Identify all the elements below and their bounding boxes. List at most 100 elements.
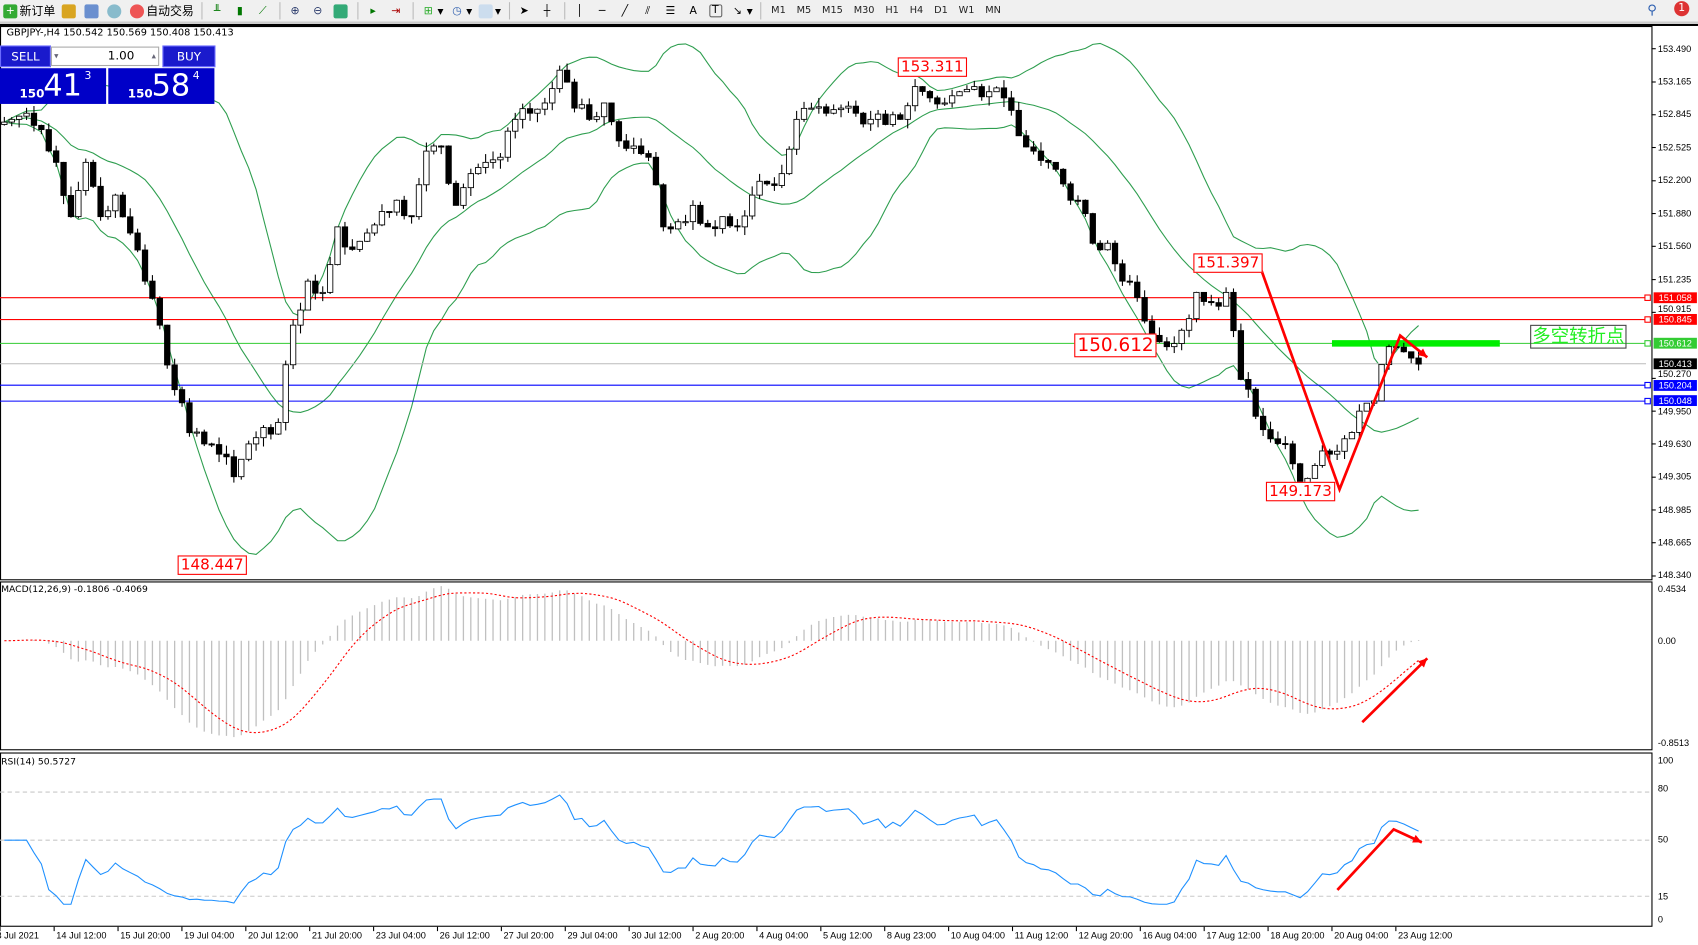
timeframe-m15[interactable]: M15 bbox=[822, 5, 843, 17]
candle-chart-button[interactable]: ▮ bbox=[230, 1, 253, 20]
bull-candle bbox=[1319, 450, 1326, 466]
bear-candle bbox=[215, 444, 223, 455]
timeframe-mn[interactable]: MN bbox=[985, 5, 1001, 17]
bear-candle bbox=[1134, 281, 1141, 298]
bear-candle bbox=[53, 150, 60, 163]
bull-candle bbox=[460, 187, 467, 206]
notifications-badge[interactable]: 1 bbox=[1674, 1, 1690, 17]
signals-button[interactable] bbox=[104, 1, 127, 20]
bear-candle bbox=[1074, 199, 1082, 202]
sell-button[interactable]: SELL bbox=[0, 45, 51, 68]
bull-candle bbox=[1178, 329, 1185, 344]
annotation-pivot-150612[interactable]: 150.612 bbox=[1074, 333, 1157, 358]
chart-shift-icon: ⇥ bbox=[391, 4, 401, 17]
line-chart-button[interactable]: ⟋ bbox=[252, 1, 275, 20]
bear-candle bbox=[637, 145, 645, 154]
templates-button[interactable]: ▾ bbox=[475, 1, 504, 20]
trendline-tool[interactable]: ╱ bbox=[615, 1, 638, 20]
price-axis-label: 152.525 bbox=[1657, 141, 1692, 153]
bear-candle bbox=[623, 140, 630, 149]
bull-candle bbox=[1363, 402, 1370, 412]
history-button[interactable] bbox=[81, 1, 104, 20]
text-tool[interactable]: A bbox=[683, 1, 706, 20]
channel-tool[interactable]: ⫽ bbox=[637, 1, 660, 20]
bull-candle bbox=[326, 264, 334, 293]
zoom-out-button[interactable]: ⊖ bbox=[308, 1, 331, 20]
label-tool[interactable]: T bbox=[706, 1, 728, 20]
crosshair-icon: ┼ bbox=[543, 4, 551, 17]
timeframe-m30[interactable]: M30 bbox=[853, 5, 875, 17]
auto-trading-icon bbox=[129, 3, 145, 18]
annotation-low-149173[interactable]: 149.173 bbox=[1265, 481, 1336, 502]
auto-trading-button[interactable]: 自动交易 bbox=[127, 1, 197, 20]
timeframe-bar: M1 M5 M15 M30 H1 H4 D1 W1 MN bbox=[766, 5, 1007, 16]
bull-candle bbox=[956, 91, 963, 97]
new-order-button[interactable]: + 新订单 bbox=[0, 1, 58, 20]
bull-candle bbox=[1348, 432, 1356, 440]
bear-candle bbox=[1000, 87, 1008, 99]
bear-candle bbox=[608, 102, 615, 123]
bull-candle bbox=[8, 118, 15, 123]
timeframe-d1[interactable]: D1 bbox=[934, 5, 948, 17]
sell-price[interactable]: 150 41 3 bbox=[0, 68, 107, 104]
bear-candle bbox=[1052, 161, 1059, 170]
chart-window[interactable] bbox=[0, 23, 1698, 945]
rsi-arrow-head bbox=[1412, 834, 1422, 843]
level-tag-150.845: 150.845 bbox=[1653, 314, 1697, 325]
timeframe-w1[interactable]: W1 bbox=[958, 5, 975, 17]
bear-candle bbox=[667, 226, 674, 230]
auto-trading-label: 自动交易 bbox=[146, 4, 194, 19]
level-tag-151.058: 151.058 bbox=[1653, 292, 1697, 304]
bear-candle bbox=[697, 204, 704, 224]
timeframe-h1[interactable]: H1 bbox=[885, 5, 899, 17]
one-click-trading-panel: SELL ▾ 1.00 ▴ BUY 150 41 3 150 58 4 bbox=[0, 45, 216, 104]
autoscroll-button[interactable]: ▸ bbox=[363, 1, 386, 20]
search-icon[interactable]: ⚲ bbox=[1647, 2, 1657, 18]
chart-shift-button[interactable]: ⇥ bbox=[386, 1, 409, 20]
bull-candle bbox=[1104, 242, 1111, 251]
zoom-in-button[interactable]: ⊕ bbox=[285, 1, 308, 20]
bull-candle bbox=[993, 87, 1000, 93]
lot-increase-icon[interactable]: ▴ bbox=[151, 50, 156, 61]
fibonacci-tool[interactable]: ☰ bbox=[660, 1, 683, 20]
annotation-high-153311[interactable]: 153.311 bbox=[897, 57, 967, 77]
cursor-tool[interactable]: ➤ bbox=[514, 1, 537, 20]
timeframe-m1[interactable]: M1 bbox=[771, 5, 786, 17]
level-line-handle bbox=[1644, 381, 1651, 389]
bull-candle bbox=[815, 106, 822, 109]
bull-candle bbox=[985, 91, 993, 98]
bull-candle bbox=[971, 86, 978, 90]
bear-candle bbox=[201, 431, 208, 445]
bull-candle bbox=[238, 458, 245, 478]
vertical-line-tool[interactable]: │ bbox=[569, 1, 592, 20]
bear-candle bbox=[1237, 330, 1245, 380]
bollinger-middle-band bbox=[4, 100, 1419, 433]
time-axis-label: 12 Aug 20:00 bbox=[1078, 930, 1133, 941]
annotation-high-151397[interactable]: 151.397 bbox=[1193, 253, 1263, 273]
bar-chart-icon: ╨ bbox=[213, 4, 221, 17]
bear-candle bbox=[1089, 213, 1096, 244]
timeframe-m5[interactable]: M5 bbox=[796, 5, 812, 17]
bear-candle bbox=[1082, 199, 1089, 215]
crosshair-tool[interactable]: ┼ bbox=[537, 1, 560, 20]
bull-candle bbox=[16, 115, 23, 120]
annotation-low-148447[interactable]: 148.447 bbox=[177, 555, 247, 575]
buy-button[interactable]: BUY bbox=[162, 45, 216, 68]
pivot-text-label[interactable]: 多空转折点 bbox=[1530, 324, 1627, 349]
lot-decrease-icon[interactable]: ▾ bbox=[54, 50, 59, 61]
tile-windows-button[interactable] bbox=[330, 1, 353, 20]
bear-candle bbox=[1111, 242, 1119, 265]
level-line-handle bbox=[1644, 340, 1651, 347]
horizontal-line-tool[interactable]: ─ bbox=[592, 1, 615, 20]
indicators-button[interactable]: ⊞ ▾ bbox=[418, 1, 447, 20]
market-watch-button[interactable] bbox=[58, 1, 81, 20]
arrows-tool[interactable]: ↘ ▾ bbox=[727, 1, 756, 20]
bar-chart-button[interactable]: ╨ bbox=[207, 1, 230, 20]
bull-candle bbox=[252, 437, 260, 445]
timeframe-h4[interactable]: H4 bbox=[909, 5, 924, 17]
periods-button[interactable]: ◷ ▾ bbox=[447, 1, 476, 20]
buy-price[interactable]: 150 58 4 bbox=[108, 68, 215, 104]
time-axis-label: 29 Jul 04:00 bbox=[567, 930, 618, 941]
lot-size-input[interactable]: ▾ 1.00 ▴ bbox=[50, 46, 160, 67]
